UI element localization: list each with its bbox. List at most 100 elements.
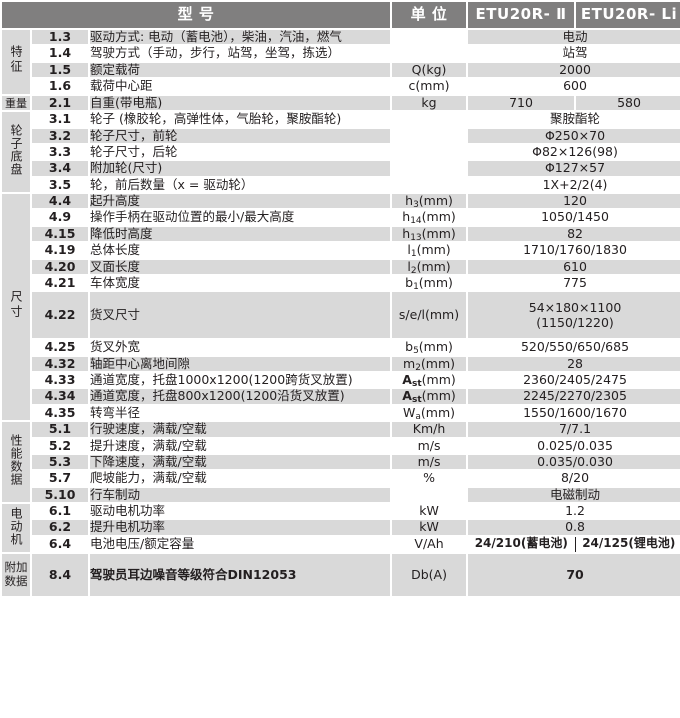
row-number: 1.5	[32, 62, 88, 78]
row-number: 4.21	[32, 275, 88, 291]
row-value: 0.035/0.030	[468, 454, 680, 470]
row-number: 4.9	[32, 210, 88, 225]
row-number: 2.1	[32, 95, 88, 111]
row-value: Φ250×70	[468, 128, 680, 143]
row-value: 1.2	[468, 503, 680, 519]
table-row: 4.34 通道宽度，托盘800x1200(1200沿货叉放置) Ast(mm) …	[2, 389, 680, 405]
row-unit: c(mm)	[392, 78, 467, 94]
row-number: 4.34	[32, 389, 88, 404]
row-number: 8.4	[32, 553, 88, 596]
row-value-line1: 54×180×1100	[528, 299, 622, 315]
header-model: 型 号	[2, 2, 391, 28]
row-number: 4.19	[32, 242, 88, 258]
row-description: 自重(带电瓶)	[90, 95, 391, 111]
table-row: 3.2 轮子尺寸，前轮 Φ250×70	[2, 128, 680, 143]
row-description: 轴距中心离地间隙	[90, 356, 391, 372]
row-value: Φ127×57	[468, 160, 680, 176]
row-unit	[392, 487, 467, 503]
row-value: 520/550/650/685	[468, 339, 680, 355]
category-dimensions: 尺寸	[2, 194, 30, 421]
row-description: 货叉尺寸	[90, 292, 391, 339]
value-divider	[574, 536, 576, 552]
row-number: 5.10	[32, 487, 88, 503]
table-row: 1.4 驾驶方式（手动，步行，站驾，坐驾，拣选） 站驾	[2, 45, 680, 61]
row-description: 轮子尺寸，后轮	[90, 144, 391, 160]
row-value: Φ82×126(98)	[468, 144, 680, 160]
row-unit: Db(A)	[392, 553, 467, 596]
row-description: 操作手柄在驱动位置的最小/最大高度	[90, 210, 391, 225]
row-number: 1.4	[32, 45, 88, 61]
row-value: 0.025/0.035	[468, 438, 680, 453]
row-unit: Ast(mm)	[392, 372, 467, 389]
row-description: 下降速度，满载/空载	[90, 454, 391, 470]
row-description: 驾驶方式（手动，步行，站驾，坐驾，拣选）	[90, 45, 391, 61]
table-row: 3.5 轮，前后数量（x = 驱动轮） 1X+2/2(4)	[2, 177, 680, 193]
row-value: 0.8	[468, 520, 680, 535]
table-row: 5.7 爬坡能力，满载/空载 % 8/20	[2, 470, 680, 486]
row-unit	[392, 46, 467, 61]
row-unit: h13(mm)	[392, 226, 467, 243]
row-value: 1X+2/2(4)	[468, 177, 680, 193]
row-number: 4.20	[32, 259, 88, 274]
row-description: 轮子 (橡胶轮，高弹性体，气胎轮，聚胺酯轮)	[90, 111, 391, 127]
category-extra-data: 附加 数据	[2, 553, 30, 596]
row-value: 610	[468, 259, 680, 274]
table-row: 5.2 提升速度，满载/空载 m/s 0.025/0.035	[2, 438, 680, 453]
row-unit: kW	[392, 503, 467, 519]
row-unit: h3(mm)	[392, 193, 467, 210]
row-description: 驱动电机功率	[90, 503, 391, 519]
row-value: 1050/1450	[468, 210, 680, 225]
row-unit: kg	[392, 95, 467, 111]
table-row: 特征 1.3 驱动方式: 电动（蓄电池），柴油，汽油，燃气 电动	[2, 29, 680, 94]
table-row: 4.15 降低时高度 h13(mm) 82	[2, 226, 680, 243]
row-description: 叉面长度	[90, 259, 391, 274]
row-unit	[392, 144, 467, 160]
row-unit: b5(mm)	[392, 340, 467, 356]
row-value: 82	[468, 226, 680, 242]
row-description: 提升电机功率	[90, 520, 391, 535]
table-row: 3.3 轮子尺寸，后轮 Φ82×126(98)	[2, 144, 680, 160]
category-weight-label: 重量	[5, 96, 27, 110]
row-description: 转弯半径	[90, 405, 391, 421]
row-value-col1: 24/210(蓄电池)	[474, 536, 568, 551]
category-performance: 性能数据	[2, 422, 30, 503]
table-row: 4.32 轴距中心离地间隙 m2(mm) 28	[2, 356, 680, 373]
row-description: 货叉外宽	[90, 339, 391, 355]
row-unit: Q(kg)	[392, 62, 467, 78]
row-value: 775	[468, 275, 680, 291]
row-description: 电池电压/额定容量	[90, 536, 391, 552]
row-description: 行驶速度，满载/空载	[90, 421, 391, 437]
row-unit: V/Ah	[392, 536, 467, 552]
row-value: 7/7.1	[468, 421, 680, 437]
row-description: 通道宽度，托盘1000x1200(1200跨货叉放置)	[90, 372, 391, 388]
row-value-line2: (1150/1220)	[536, 315, 614, 331]
row-description: 车体宽度	[90, 275, 391, 291]
category-wheels: 轮子底盘	[2, 112, 30, 193]
table-row: 4.9 操作手柄在驱动位置的最小/最大高度 h14(mm) 1050/1450	[2, 210, 680, 226]
row-unit: h14(mm)	[392, 210, 467, 226]
table-row: 4.21 车体宽度 b1(mm) 775	[2, 275, 680, 292]
row-number: 4.22	[32, 292, 88, 339]
table-row: 轮子底盘 3.1 轮子 (橡胶轮，高弹性体，气胎轮，聚胺酯轮) 聚胺酯轮	[2, 111, 680, 193]
table-row: 4.25 货叉外宽 b5(mm) 520/550/650/685	[2, 339, 680, 356]
header-model-etu20r-2: ETU20R- Ⅱ	[468, 2, 575, 28]
row-unit: %	[392, 470, 467, 486]
row-value: 8/20	[468, 470, 680, 486]
table-header-row: 型 号 单 位 ETU20R- Ⅱ ETU20R- Li	[2, 2, 680, 28]
row-value: 70	[468, 553, 680, 596]
row-value: 600	[468, 78, 680, 94]
row-unit: kW	[392, 520, 467, 535]
category-weight: 重量	[2, 95, 30, 111]
row-unit: m/s	[392, 438, 467, 453]
category-extra-data-label: 附加 数据	[4, 559, 28, 588]
row-number: 1.6	[32, 78, 88, 94]
table-row: 性能数据 5.1 行驶速度，满载/空载 Km/h 7/7.1	[2, 421, 680, 503]
row-unit: b1(mm)	[392, 275, 467, 292]
category-wheels-label: 轮子底盘	[9, 124, 23, 177]
row-value: 120	[468, 193, 680, 209]
table-row: 4.33 通道宽度，托盘1000x1200(1200跨货叉放置) Ast(mm)…	[2, 372, 680, 389]
row-number: 5.7	[32, 470, 88, 486]
row-description: 驾驶员耳边噪音等级符合DIN12053	[90, 553, 391, 596]
row-value: 28	[468, 356, 680, 372]
